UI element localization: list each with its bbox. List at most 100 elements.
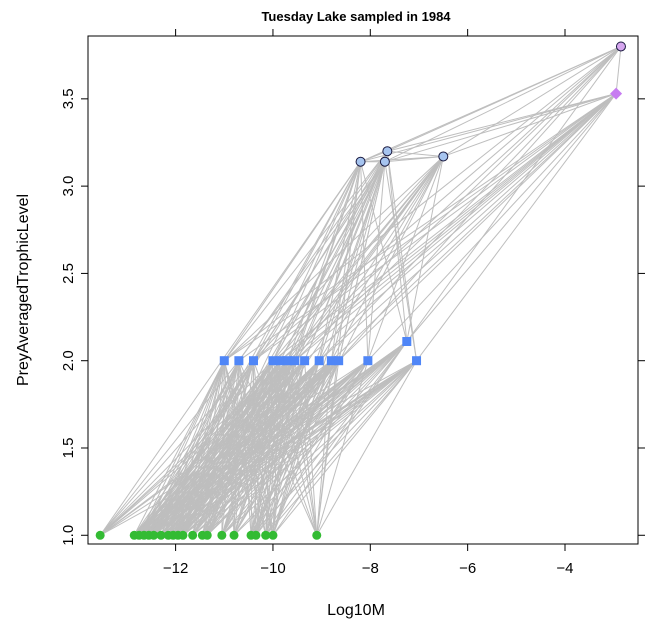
feeding-link	[316, 360, 417, 536]
feeding-link	[160, 360, 225, 536]
feeding-link	[223, 150, 388, 362]
feeding-link	[338, 151, 388, 361]
feeding-link	[133, 360, 225, 536]
feeding-link	[330, 156, 444, 361]
x-tick-label: −10	[260, 560, 285, 577]
herbivore-point	[334, 356, 344, 366]
feeding-link	[287, 93, 617, 362]
feeding-link	[253, 360, 318, 536]
feeding-link	[221, 360, 320, 536]
feeding-link	[272, 360, 281, 536]
feeding-link	[406, 93, 617, 342]
feeding-link	[615, 46, 622, 94]
y-tick-label: 3.0	[60, 176, 77, 197]
points-layer	[95, 41, 626, 540]
top-predator-point	[610, 87, 623, 100]
y-tick-label: 1.0	[60, 525, 77, 546]
herbivore-point	[363, 356, 373, 366]
feeding-link	[279, 150, 388, 361]
feeding-link	[406, 46, 622, 342]
feeding-link	[367, 161, 386, 361]
feeding-link	[143, 360, 240, 536]
feeding-link	[255, 360, 281, 536]
feeding-link	[272, 360, 320, 536]
feeding-link	[221, 341, 408, 536]
feeding-link	[206, 360, 225, 536]
feeding-link	[316, 360, 332, 536]
feeding-link	[253, 93, 617, 362]
feeding-link	[182, 161, 362, 536]
producer-point	[202, 530, 212, 540]
feeding-link	[223, 360, 257, 536]
producer-point	[156, 530, 166, 540]
y-tick-label: 2.5	[60, 263, 77, 284]
feeding-link	[233, 360, 281, 536]
feeding-link	[387, 93, 617, 152]
feeding-link	[253, 46, 622, 362]
feeding-link	[238, 93, 617, 362]
x-axis-label: Log10M	[327, 602, 385, 619]
feeding-link	[330, 161, 362, 361]
feeding-link	[338, 93, 617, 362]
predator-point	[438, 151, 449, 162]
feeding-link	[138, 161, 386, 536]
feeding-link	[221, 360, 225, 536]
feeding-link	[318, 46, 622, 362]
producer-point	[178, 530, 188, 540]
feeding-link	[384, 155, 444, 163]
feeding-link	[221, 360, 240, 536]
predator-point	[355, 156, 366, 167]
feeding-link	[318, 93, 617, 362]
y-tick-label: 3.5	[60, 88, 77, 109]
feeding-link	[265, 360, 281, 536]
x-tick-label: −8	[362, 560, 379, 577]
x-tick-label: −6	[459, 560, 476, 577]
feeding-link	[99, 161, 361, 536]
feeding-link	[233, 161, 362, 536]
feeding-link	[272, 360, 289, 536]
feeding-link	[265, 360, 417, 536]
feeding-link	[238, 150, 388, 361]
y-tick-label: 1.5	[60, 438, 77, 459]
producer-point	[251, 530, 261, 540]
feeding-link	[221, 151, 388, 536]
producer-point	[95, 530, 105, 540]
feeding-link	[153, 360, 225, 536]
links-layer	[99, 46, 622, 536]
plot-frame	[87, 35, 639, 545]
feeding-link	[384, 46, 622, 163]
feeding-link	[294, 156, 444, 361]
feeding-link	[287, 360, 318, 536]
producer-point	[268, 530, 278, 540]
feeding-link	[386, 151, 408, 342]
feeding-link	[387, 150, 444, 157]
feeding-link	[294, 360, 318, 536]
feeding-link	[238, 360, 274, 536]
feeding-link	[172, 360, 254, 536]
feeding-link	[272, 161, 362, 361]
herbivore-point	[275, 356, 285, 366]
predator-point	[379, 156, 390, 167]
feeding-link	[367, 93, 617, 362]
herbivore-point	[412, 356, 422, 366]
herbivore-point	[314, 356, 324, 366]
feeding-link	[294, 46, 622, 362]
producer-point	[261, 530, 271, 540]
feeding-link	[167, 161, 386, 536]
feeding-link	[416, 93, 617, 362]
feeding-link	[304, 93, 617, 362]
chart-title: Tuesday Lake sampled in 1984	[261, 9, 451, 24]
feeding-link	[253, 156, 444, 362]
producer-point	[312, 530, 322, 540]
producer-point	[188, 530, 198, 540]
herbivore-point	[248, 356, 258, 366]
feeding-link	[224, 93, 617, 362]
feeding-link	[223, 46, 622, 362]
feeding-link	[272, 360, 417, 536]
feeding-link	[153, 161, 362, 536]
herbivore-point	[290, 356, 300, 366]
herbivore-point	[268, 356, 278, 366]
feeding-link	[206, 341, 408, 536]
feeding-link	[272, 341, 408, 536]
